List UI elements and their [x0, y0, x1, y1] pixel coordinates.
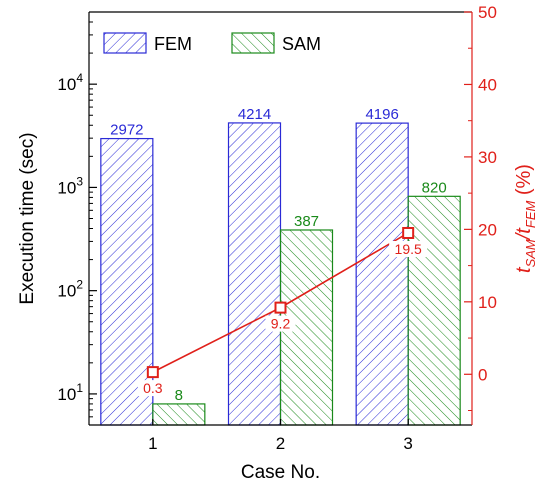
y-tick-label-3: 103 [57, 174, 83, 197]
ratio-marker-2 [274, 301, 287, 314]
bar-label-fem-2: 4214 [238, 106, 271, 123]
x-tick-label-1: 1 [148, 434, 157, 453]
bar-label-fem-1: 2972 [110, 122, 143, 139]
y-axis-title: Execution time (sec) [17, 132, 38, 304]
bar-fem-1 [100, 137, 154, 426]
legend-label-sam: SAM [282, 34, 321, 54]
y2-tick-label-40: 40 [478, 75, 497, 94]
bar-label-sam-3: 820 [422, 179, 447, 196]
bar-fem-2 [227, 122, 282, 426]
y-tick-label-1: 101 [57, 381, 83, 404]
legend-swatch-fem [103, 32, 147, 54]
x-tick-label-3: 3 [403, 434, 412, 453]
ratio-label-3: 19.5 [395, 241, 422, 257]
y-tick-label-4: 104 [57, 71, 83, 94]
ratio-marker-3 [402, 226, 415, 239]
bars-layer [100, 122, 461, 426]
legend-swatch-sam [231, 32, 275, 54]
bar-fem-3 [355, 122, 409, 426]
y-tick-label-2: 102 [57, 278, 83, 301]
bar-label-fem-3: 4196 [365, 106, 398, 123]
ratio-label-bg-1 [137, 380, 168, 397]
ratio-label-bg-3 [389, 240, 428, 257]
bar-label-sam-1: 8 [175, 387, 183, 404]
ratio-label-bg-2 [265, 315, 296, 332]
legend-label-fem: FEM [154, 34, 192, 54]
x-axis-title: Case No. [241, 462, 320, 483]
bar-sam-1 [152, 403, 206, 426]
bar-sam-3 [407, 195, 461, 426]
y2-tick-label-0: 0 [478, 365, 487, 384]
y2-tick-label-50: 50 [478, 3, 497, 22]
ratio-label-2: 9.2 [271, 316, 291, 332]
y2-tick-label-10: 10 [478, 293, 497, 312]
bar-label-sam-2: 387 [294, 213, 319, 230]
ratio-marker-1 [146, 366, 159, 379]
ratio-line-layer: 0.3 9.2 19.5 [137, 226, 428, 397]
y2-tick-label-20: 20 [478, 220, 497, 239]
ratio-label-1: 0.3 [143, 380, 163, 396]
x-tick-label-2: 2 [276, 434, 285, 453]
labels-layer: 2972 4214 4196 8 387 820 [110, 106, 447, 404]
y2-tick-label-30: 30 [478, 148, 497, 167]
y2-axis-title: tSAM/tFEM (%) [513, 164, 538, 273]
legend: FEM SAM [103, 32, 321, 54]
axes-layer: 101 102 103 104 0 10 20 30 40 50 1 2 3 Case No. Execut… [17, 3, 538, 483]
